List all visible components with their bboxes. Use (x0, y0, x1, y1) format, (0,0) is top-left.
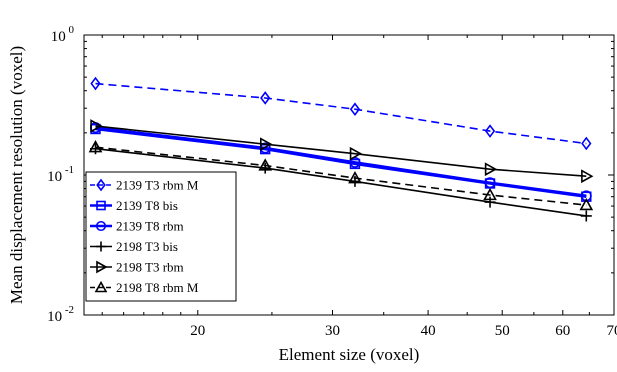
y-tick-label: 10 0 (51, 24, 75, 45)
marker-triangle-up (348, 170, 362, 184)
legend-label: 2139 T8 bis (116, 198, 178, 213)
marker-triangle-right (581, 169, 594, 184)
series-4 (90, 119, 594, 184)
x-tick-label: 30 (325, 323, 340, 339)
marker-square (96, 200, 106, 211)
marker-circle (349, 156, 361, 168)
marker-diamond (581, 136, 592, 151)
marker-circle (484, 177, 496, 189)
marker-triangle-right (96, 260, 108, 274)
legend-label: 2198 T3 rbm (116, 260, 184, 275)
marker-plus (484, 196, 496, 208)
marker-triangle-up (88, 140, 103, 153)
y-tick-label: 10 -2 (47, 304, 74, 325)
series-line (95, 82, 587, 145)
legend: 2139 T3 rbm M 2139 T8 bis 2139 T8 rbm 2198 … (85, 171, 237, 302)
marker-plus (580, 210, 592, 222)
marker-triangle-up (579, 197, 594, 211)
series-line (95, 126, 587, 198)
marker-triangle-right (484, 162, 498, 177)
legend-entry: 2198 T3 rbm (90, 260, 184, 275)
legend-label: 2139 T8 rbm (116, 219, 184, 234)
marker-diamond (96, 178, 106, 192)
legend-entry: 2139 T8 bis (90, 198, 178, 213)
marker-triangle-right (90, 119, 103, 133)
legend-label: 2139 T3 rbm M (116, 178, 199, 193)
series-line (95, 146, 587, 206)
marker-plus (96, 241, 106, 252)
x-tick-label: 40 (421, 323, 436, 339)
marker-diamond (484, 124, 496, 138)
marker-triangle-up (94, 280, 108, 293)
x-tick-label: 70 (607, 323, 617, 339)
legend-entry: 2198 T3 bis (90, 239, 178, 254)
marker-triangle-right (260, 137, 273, 152)
marker-triangle-up (483, 187, 497, 201)
y-axis-label: Mean displacement resolution (voxel) (7, 46, 26, 304)
legend-entry: 2198 T8 rbm M (90, 280, 199, 295)
series-layer (88, 76, 594, 222)
marker-circle (95, 220, 107, 232)
series-5 (88, 140, 594, 211)
marker-diamond (90, 76, 101, 91)
axis-ticks: 20 30 40 50 60 70 10 -2 10 -1 10 0 (47, 24, 617, 339)
x-axis-label: Element size (voxel) (279, 345, 420, 364)
legend-box (85, 171, 237, 302)
marker-diamond (349, 102, 361, 117)
legend-entry: 2139 T8 rbm (90, 219, 184, 234)
marker-triangle-right (349, 146, 363, 161)
x-tick-label: 60 (555, 323, 570, 339)
series-line (95, 125, 587, 177)
marker-triangle-up (258, 158, 273, 171)
legend-entry: 2139 T3 rbm M (90, 178, 199, 193)
series-0 (90, 76, 592, 151)
x-tick-label: 20 (190, 323, 205, 339)
legend-label: 2198 T3 bis (116, 239, 178, 254)
y-tick-label: 10 -1 (47, 164, 74, 185)
legend-label: 2198 T8 rbm M (116, 280, 199, 295)
x-tick-label: 50 (495, 323, 510, 339)
marker-diamond (260, 91, 271, 105)
